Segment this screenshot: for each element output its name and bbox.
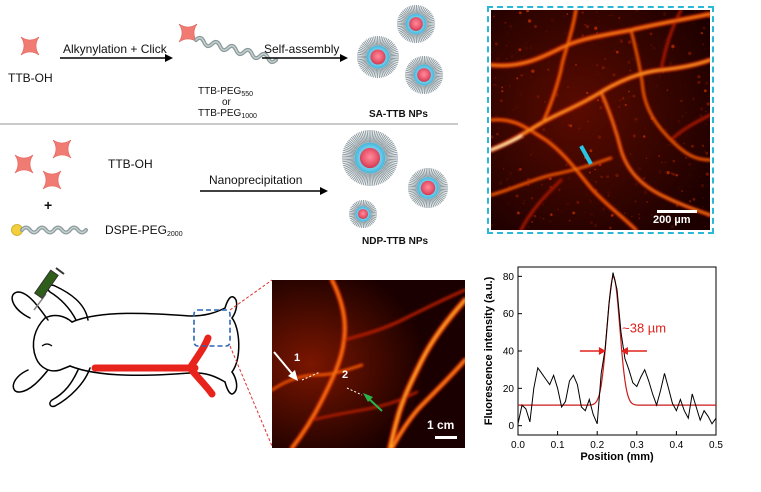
y-tick-label: 40 <box>503 347 515 358</box>
x-tick-label: 0.1 <box>551 440 565 451</box>
ttb-oh-molecule-icon <box>20 36 40 56</box>
micro-scale-bar <box>657 210 697 213</box>
sa-ttb-product-label: SA-TTB NPs <box>369 109 428 120</box>
y-tick-label: 60 <box>503 309 515 320</box>
micelle-icon <box>348 199 377 229</box>
rabbit-fluorescence-image: 1 2 1 cm <box>272 280 465 448</box>
micelle-icon <box>396 4 435 44</box>
ttb-oh-molecule-icon-3 <box>42 170 62 190</box>
micrograph-image <box>491 10 710 230</box>
ndp-ttb-product-label: NDP-TTB NPs <box>362 236 429 247</box>
blood-vessel-icon <box>91 334 216 398</box>
series-fit-line <box>518 275 716 406</box>
nanoprecipitation-label: Nanoprecipitation <box>209 173 303 187</box>
ndp-ttb-nanoparticles-icon <box>342 129 448 229</box>
reactant-b-label: DSPE-PEG2000 <box>105 223 183 238</box>
fluorescence-vessels <box>272 280 465 448</box>
x-tick-label: 0.0 <box>511 440 525 451</box>
vessel-label-1: 1 <box>294 352 301 364</box>
ttb-peg-molecule-icon <box>178 23 278 65</box>
micelle-icon <box>356 35 399 79</box>
ttb-oh-molecule-icon-2 <box>52 139 72 159</box>
step2-label: Self-assembly <box>264 42 340 56</box>
x-tick-label: 0.3 <box>630 440 644 451</box>
sa-ttb-nanoparticles-icon <box>356 4 443 95</box>
syringe-icon <box>33 267 65 311</box>
y-tick-label: 20 <box>503 384 515 395</box>
zoom-region-box <box>193 309 231 347</box>
rabbit-scale-label: 1 cm <box>427 418 455 432</box>
dspe-peg-molecule-icon <box>11 224 88 236</box>
x-tick-label: 0.4 <box>669 440 683 451</box>
x-tick-label: 0.5 <box>709 440 723 451</box>
green-arrow-icon <box>363 393 373 402</box>
ttb-oh-molecule-icon-1 <box>14 154 34 174</box>
rabbit-graphic <box>11 267 273 447</box>
y-axis-label: Fluorescence intensity (a.u.) <box>483 276 495 425</box>
synthesis-scheme: TTB-OH Alkynylation + Click TTB-PEG550 o… <box>0 0 470 255</box>
micelle-icon <box>342 129 398 187</box>
white-arrow-icon <box>288 370 298 381</box>
rabbit-scale-bar <box>435 436 457 439</box>
intermediate-a-label: TTB-PEG550 <box>198 86 254 98</box>
micelle-icon <box>408 168 448 208</box>
reactant-a-label-row2: TTB-OH <box>108 157 153 171</box>
vessel-label-2: 2 <box>342 369 349 381</box>
reactant-label-row1: TTB-OH <box>8 71 53 85</box>
profile-chart-svg: 0.0 0.1 0.2 0.3 0.4 0.5 0 20 40 60 80 Position (mm)… <box>483 266 723 463</box>
profile-line-marker <box>579 145 593 165</box>
marker-line-1 <box>301 371 321 381</box>
marker-line-2 <box>346 387 363 396</box>
intensity-profile-chart: 0.0 0.1 0.2 0.3 0.4 0.5 0 20 40 60 80 Position (mm)… <box>480 255 750 480</box>
x-axis-label: Position (mm) <box>580 451 654 463</box>
intermediate-b-label: TTB-PEG1000 <box>198 108 257 120</box>
series-raw-line <box>517 272 717 425</box>
synthesis-graphics <box>0 4 458 236</box>
or-label: or <box>222 97 231 108</box>
micro-scale-label: 200 µm <box>653 214 691 226</box>
rabbit-illustration <box>0 258 273 458</box>
y-tick-label: 80 <box>503 272 515 283</box>
plus-sign: + <box>44 197 53 213</box>
fwhm-annotation: ~38 µm <box>622 320 666 335</box>
y-tick-label: 0 <box>508 421 514 432</box>
step1-label: Alkynylation + Click <box>63 42 167 56</box>
vascular-micrograph: 200 µm <box>487 6 714 234</box>
x-tick-label: 0.2 <box>590 440 604 451</box>
micelle-icon <box>404 55 443 95</box>
